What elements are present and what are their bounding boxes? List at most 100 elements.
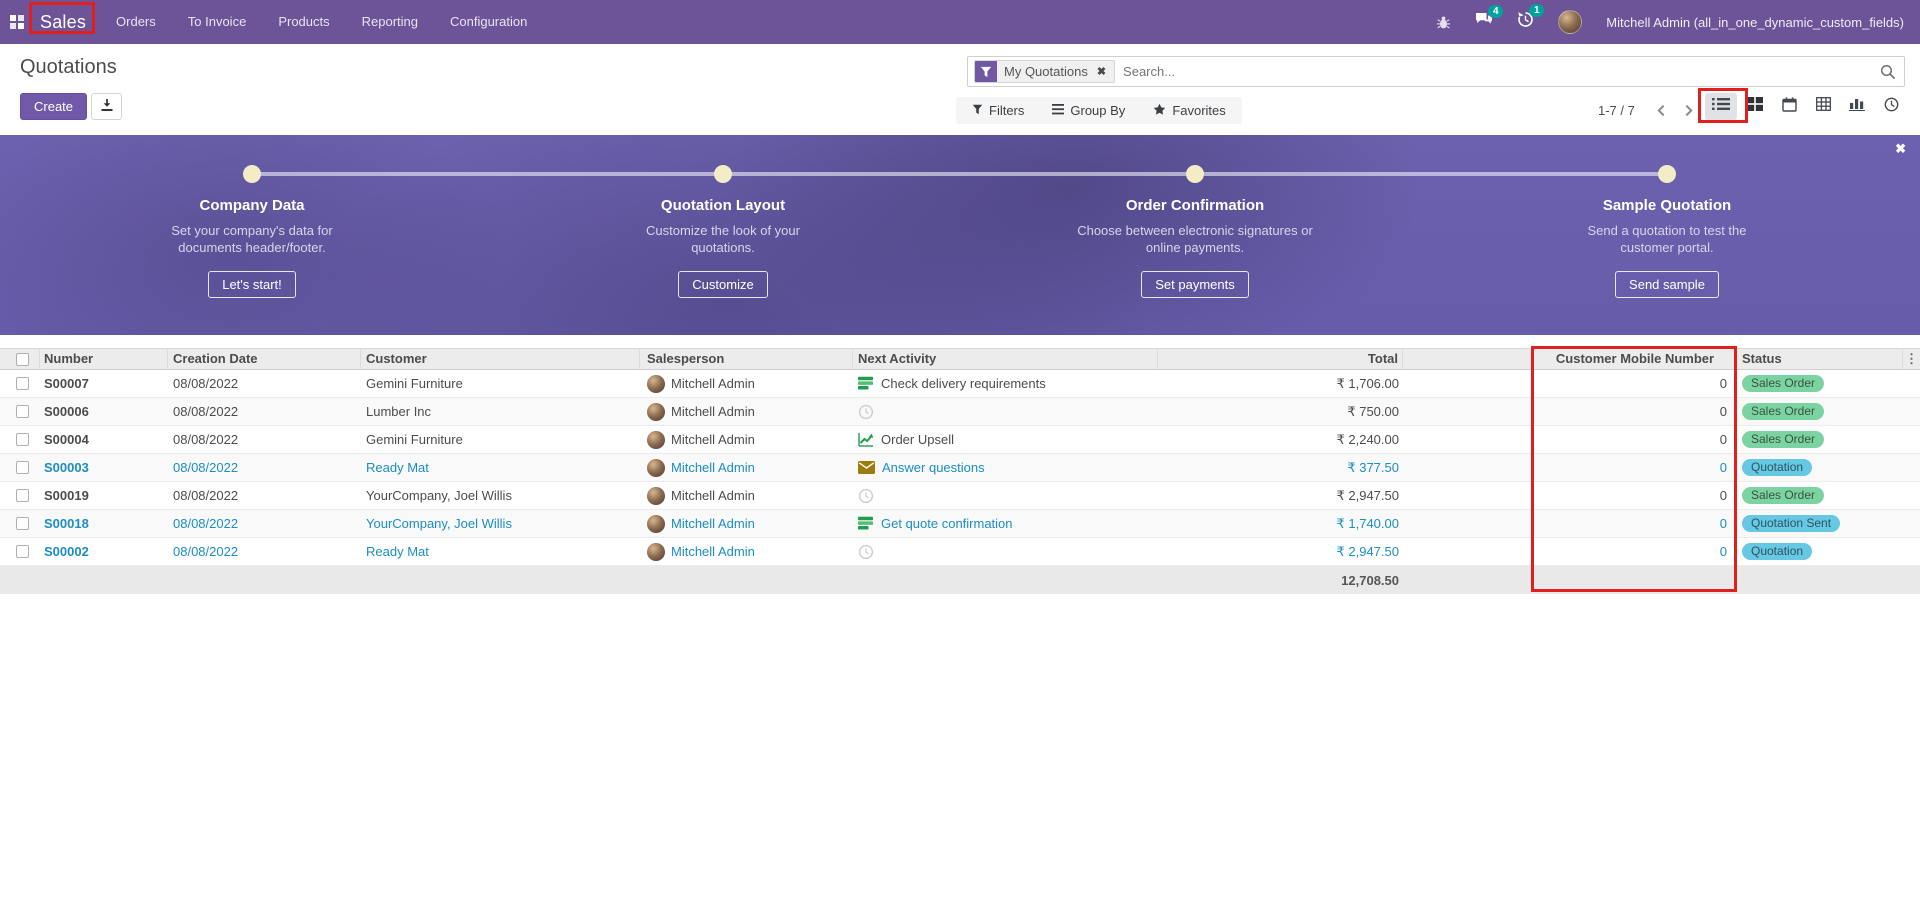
customer-name: Gemini Furniture bbox=[366, 376, 463, 391]
onboarding-banner: Company Data Set your company's data for … bbox=[0, 135, 1920, 335]
cell-total: ₹ 750.00 bbox=[1158, 404, 1403, 420]
step-action-button[interactable]: Set payments bbox=[1141, 271, 1249, 298]
column-header-status[interactable]: Status bbox=[1737, 348, 1903, 370]
activity-tasks-icon bbox=[858, 376, 874, 391]
column-header-total[interactable]: Total bbox=[1158, 348, 1403, 370]
menu-reporting[interactable]: Reporting bbox=[361, 14, 418, 29]
export-button[interactable] bbox=[91, 93, 123, 120]
messages-icon bbox=[1475, 12, 1493, 32]
cell-date: 08/08/2022 bbox=[168, 544, 361, 559]
menu-to-invoice[interactable]: To Invoice bbox=[187, 14, 247, 29]
menu-orders[interactable]: Orders bbox=[116, 14, 156, 29]
menu-configuration[interactable]: Configuration bbox=[450, 14, 528, 29]
column-header-mobile[interactable]: Customer Mobile Number bbox=[1534, 348, 1737, 370]
total-amount: ₹ 1,740.00 bbox=[1336, 515, 1400, 531]
optional-columns-icon[interactable]: ⋮ bbox=[1905, 351, 1918, 366]
table-row-S00006[interactable]: S00006 08/08/2022 Lumber Inc Mitchell Admin… bbox=[0, 398, 1920, 426]
cell-customer: Gemini Furniture bbox=[361, 376, 640, 391]
row-checkbox[interactable] bbox=[16, 405, 29, 418]
step-action-button[interactable]: Let's start! bbox=[208, 271, 296, 298]
customer-name: YourCompany, Joel Willis bbox=[366, 488, 512, 503]
column-header-number[interactable]: Number bbox=[40, 348, 168, 370]
cell-sel bbox=[0, 377, 40, 390]
step-action-button[interactable]: Customize bbox=[678, 271, 768, 298]
column-label: Customer Mobile Number bbox=[1555, 351, 1715, 366]
cell-total: ₹ 2,947.50 bbox=[1158, 488, 1403, 504]
view-switch-pivot[interactable] bbox=[1807, 93, 1839, 120]
table-row-S00019[interactable]: S00019 08/08/2022 YourCompany, Joel Willis… bbox=[0, 482, 1920, 510]
view-switch-activity[interactable] bbox=[1875, 93, 1907, 120]
column-header-salesperson[interactable]: Salesperson bbox=[640, 348, 853, 370]
table-row-S00002[interactable]: S00002 08/08/2022 Ready Mat Mitchell Admin ₹… bbox=[0, 538, 1920, 566]
column-header-date[interactable]: Creation Date bbox=[168, 348, 361, 370]
status-badge: Sales Order bbox=[1742, 403, 1825, 420]
next-activity-label[interactable]: Answer questions bbox=[882, 460, 985, 475]
onboarding-step-4: Sample Quotation Send a quotation to test… bbox=[1527, 135, 1807, 298]
table-row-S00007[interactable]: S00007 08/08/2022 Gemini Furniture Mitchell… bbox=[0, 370, 1920, 398]
table-row-S00003[interactable]: S00003 08/08/2022 Ready Mat Mitchell Admin A… bbox=[0, 454, 1920, 482]
status-badge: Quotation bbox=[1742, 543, 1813, 560]
view-switch-calendar[interactable] bbox=[1773, 93, 1805, 120]
column-header-customer[interactable]: Customer bbox=[361, 348, 640, 370]
view-switcher bbox=[1705, 93, 1907, 120]
total-amount: ₹ 2,947.50 bbox=[1336, 543, 1400, 559]
step-action-button[interactable]: Send sample bbox=[1615, 271, 1719, 298]
app-menu-sales[interactable]: Sales bbox=[40, 11, 87, 32]
user-avatar[interactable] bbox=[1558, 10, 1583, 34]
cell-total: ₹ 377.50 bbox=[1158, 460, 1403, 476]
row-checkbox[interactable] bbox=[16, 377, 29, 390]
table-row-S00018[interactable]: S00018 08/08/2022 YourCompany, Joel Willis… bbox=[0, 510, 1920, 538]
customer-mobile-number[interactable]: 0 bbox=[1719, 516, 1727, 531]
filter-funnel-icon bbox=[975, 61, 997, 82]
quotation-number: S00007 bbox=[44, 376, 89, 391]
column-header-gap bbox=[1403, 348, 1534, 370]
create-button[interactable]: Create bbox=[20, 93, 88, 120]
topbar-menus: Orders To Invoice Products Reporting Configu… bbox=[100, 0, 543, 44]
search-input[interactable] bbox=[1115, 64, 1880, 79]
customer-mobile-number[interactable]: 0 bbox=[1719, 544, 1727, 559]
cell-salesperson: Mitchell Admin bbox=[640, 542, 853, 561]
pager-value: 1-7 / 7 bbox=[1598, 103, 1635, 118]
pager-previous-button[interactable] bbox=[1653, 102, 1670, 119]
row-checkbox[interactable] bbox=[16, 433, 29, 446]
next-activity-label[interactable]: Get quote confirmation bbox=[881, 516, 1013, 531]
action-buttons: Create bbox=[20, 93, 123, 120]
view-switch-list[interactable] bbox=[1705, 93, 1737, 120]
status-badge: Sales Order bbox=[1742, 487, 1825, 504]
select-all-checkbox[interactable] bbox=[16, 352, 29, 366]
search-facet[interactable]: My Quotations ✖ bbox=[974, 60, 1116, 83]
apps-menu-icon[interactable] bbox=[0, 14, 34, 30]
quotation-number[interactable]: S00002 bbox=[44, 544, 89, 559]
banner-close-icon[interactable]: ✖ bbox=[1895, 141, 1906, 156]
user-menu[interactable]: Mitchell Admin (all_in_one_dynamic_custo… bbox=[1606, 14, 1904, 30]
row-checkbox[interactable] bbox=[16, 517, 29, 530]
row-checkbox[interactable] bbox=[16, 461, 29, 474]
cell-customer: YourCompany, Joel Willis bbox=[361, 516, 640, 531]
column-header-activity[interactable]: Next Activity bbox=[853, 348, 1158, 370]
filters-label: Filters bbox=[989, 103, 1025, 118]
pager-next-button[interactable] bbox=[1680, 102, 1697, 119]
filters-button[interactable]: Filters bbox=[972, 103, 1024, 118]
menu-products[interactable]: Products bbox=[278, 14, 330, 29]
quotation-number[interactable]: S00003 bbox=[44, 460, 89, 475]
activities-button[interactable]: 1 bbox=[1517, 4, 1545, 33]
cell-mobile: 0 bbox=[1534, 376, 1737, 391]
view-switch-kanban[interactable] bbox=[1739, 93, 1771, 120]
search-icon[interactable] bbox=[1880, 64, 1896, 80]
view-switch-graph[interactable] bbox=[1841, 93, 1873, 120]
row-checkbox[interactable] bbox=[16, 545, 29, 558]
customer-mobile-number[interactable]: 0 bbox=[1719, 460, 1727, 475]
group-by-button[interactable]: Group By bbox=[1052, 103, 1125, 118]
facet-remove-icon[interactable]: ✖ bbox=[1096, 66, 1107, 78]
cell-sel bbox=[0, 545, 40, 558]
cell-sel bbox=[0, 489, 40, 502]
cell-number: S00002 bbox=[40, 544, 168, 559]
row-checkbox[interactable] bbox=[16, 489, 29, 502]
messages-button[interactable]: 4 bbox=[1475, 5, 1504, 32]
step-dot bbox=[1186, 165, 1204, 183]
quotation-number[interactable]: S00018 bbox=[44, 516, 89, 531]
table-row-S00004[interactable]: S00004 08/08/2022 Gemini Furniture Mitchell… bbox=[0, 426, 1920, 454]
debug-icon[interactable] bbox=[1436, 15, 1451, 30]
favorites-button[interactable]: Favorites bbox=[1153, 103, 1226, 119]
